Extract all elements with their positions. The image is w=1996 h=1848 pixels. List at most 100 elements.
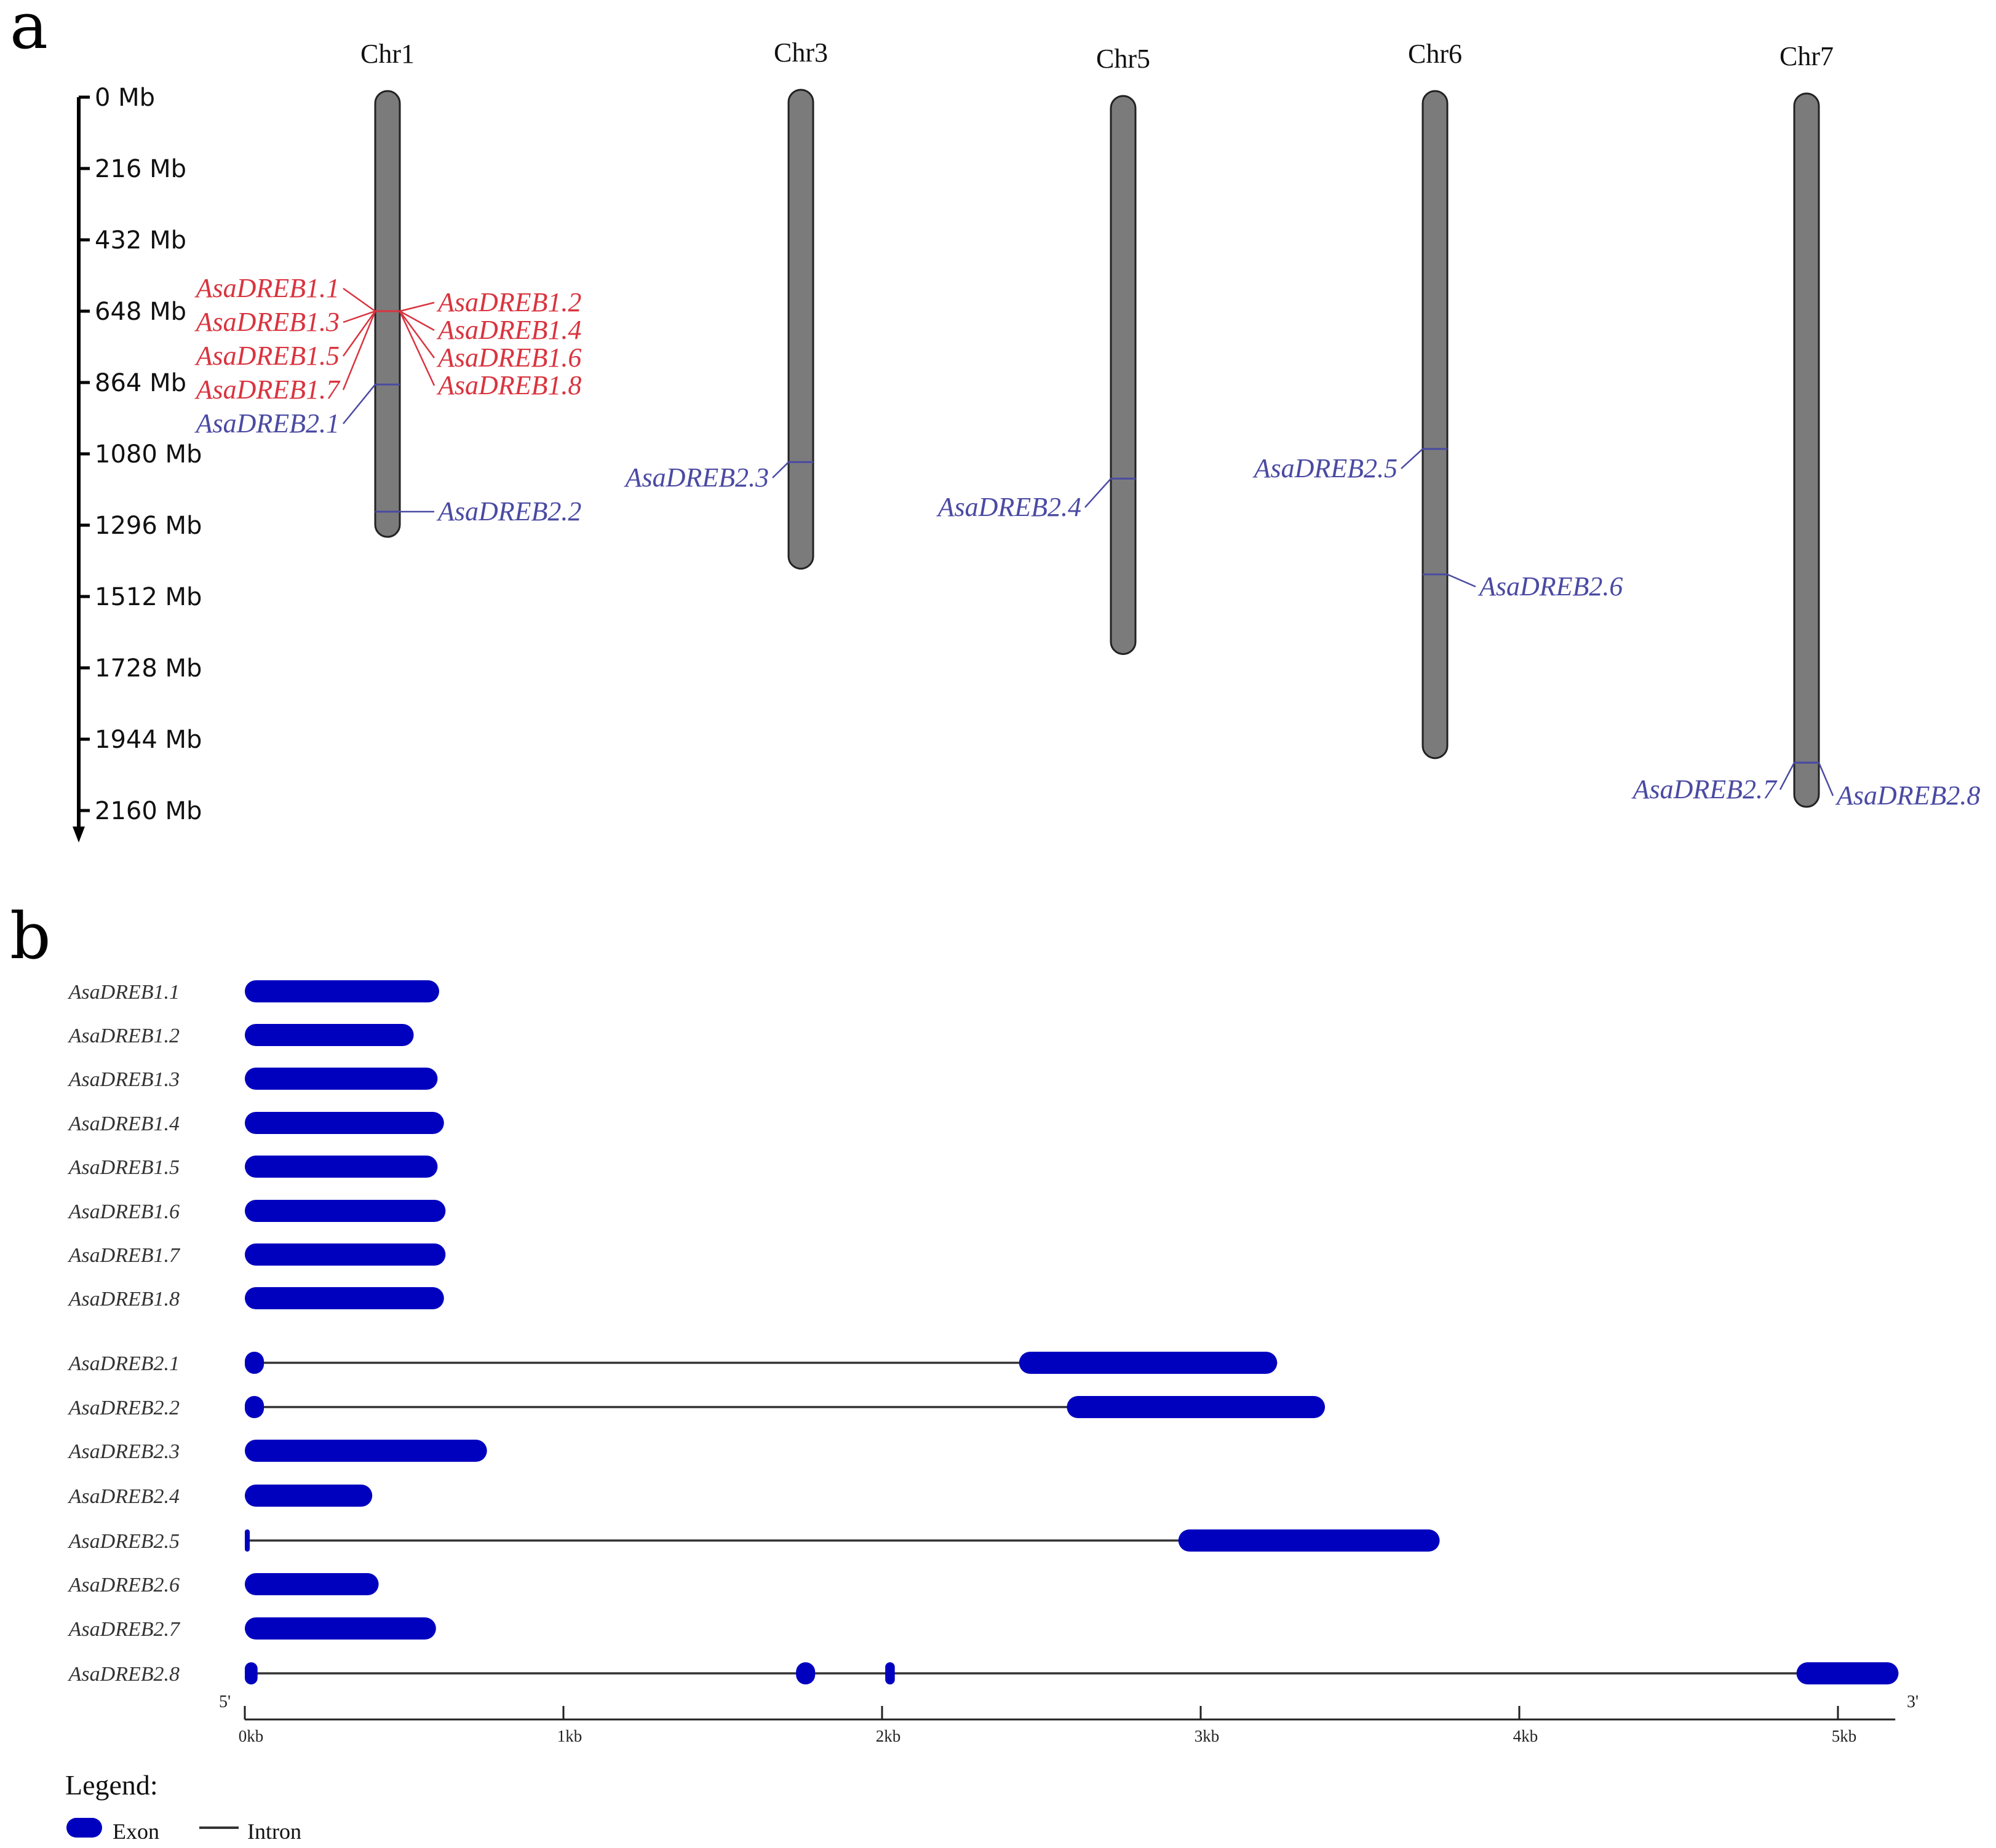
gene-label: AsaDREB2.8 bbox=[1835, 780, 1980, 811]
exon-block bbox=[245, 1662, 258, 1684]
exon-block bbox=[245, 1024, 414, 1046]
exon-block bbox=[1067, 1396, 1326, 1418]
gene-name-label: AsaDREB1.5 bbox=[68, 1156, 180, 1179]
exon-block bbox=[245, 1440, 487, 1462]
gene-structure-asadreb1-4: AsaDREB1.4 bbox=[68, 1112, 444, 1135]
gene-connector-line bbox=[399, 311, 435, 386]
gene-label: AsaDREB1.1 bbox=[194, 273, 340, 303]
gene-label: AsaDREB1.3 bbox=[194, 307, 340, 337]
gene-connector-line bbox=[399, 311, 435, 359]
scale-tick-label: 1728 Mb bbox=[95, 654, 202, 683]
exon-block bbox=[796, 1662, 816, 1684]
legend-exon-swatch bbox=[66, 1818, 102, 1838]
gene-connector-line bbox=[1084, 478, 1111, 508]
kb-axis-tick-label: 4kb bbox=[1513, 1727, 1538, 1745]
kb-axis-tick-label: 3kb bbox=[1195, 1727, 1220, 1745]
gene-structure-asadreb1-1: AsaDREB1.1 bbox=[68, 980, 439, 1004]
gene-marker-asadreb1-4: AsaDREB1.4 bbox=[375, 310, 581, 345]
kb-axis-tick-label: 2kb bbox=[876, 1727, 901, 1745]
gene-connector-line bbox=[343, 384, 376, 424]
scale-tick-label: 1944 Mb bbox=[95, 726, 202, 754]
gene-label: AsaDREB2.1 bbox=[194, 408, 340, 438]
gene-marker-asadreb2-2: AsaDREB2.2 bbox=[375, 496, 581, 526]
exon-block bbox=[245, 1396, 264, 1418]
kb-axis-tick-label: 1kb bbox=[557, 1727, 582, 1745]
gene-label: AsaDREB2.5 bbox=[1252, 453, 1398, 483]
exon-block bbox=[245, 980, 439, 1002]
chromosome-label: Chr5 bbox=[1096, 44, 1150, 74]
gene-structure-asadreb1-3: AsaDREB1.3 bbox=[68, 1068, 438, 1091]
gene-marker-asadreb1-3: AsaDREB1.3 bbox=[194, 307, 400, 337]
scale-tick-label: 864 Mb bbox=[95, 369, 186, 397]
five-prime-label: 5' bbox=[219, 1692, 231, 1711]
gene-name-label: AsaDREB2.4 bbox=[68, 1485, 180, 1508]
scale-tick-label: 216 Mb bbox=[95, 155, 186, 183]
gene-marker-asadreb2-4: AsaDREB2.4 bbox=[936, 477, 1135, 522]
chromosome-label: Chr7 bbox=[1779, 41, 1834, 71]
chromosome-body bbox=[374, 90, 401, 538]
scale-tick-label: 1512 Mb bbox=[95, 583, 202, 611]
gene-structure-rows: AsaDREB1.1 AsaDREB1.2 AsaDREB1.3 AsaDREB1.4… bbox=[68, 980, 1899, 1686]
gene-label: AsaDREB1.8 bbox=[436, 370, 581, 400]
scale-tick-label: 0 Mb bbox=[95, 84, 155, 112]
scale-tick-label: 432 Mb bbox=[95, 226, 186, 255]
exon-block bbox=[1796, 1662, 1899, 1684]
gene-name-label: AsaDREB2.5 bbox=[68, 1530, 180, 1553]
gene-structure-asadreb1-7: AsaDREB1.7 bbox=[68, 1243, 446, 1267]
gene-name-label: AsaDREB2.7 bbox=[68, 1618, 181, 1641]
chromosome-body bbox=[1793, 92, 1820, 808]
scale-bar: 0 Mb 216 Mb 432 Mb 648 Mb 864 Mb 1080 Mb 1296 … bbox=[73, 84, 202, 843]
gene-connector-line bbox=[399, 310, 435, 331]
gene-name-label: AsaDREB2.8 bbox=[68, 1663, 180, 1686]
exon-block bbox=[1019, 1352, 1278, 1374]
legend-exon-label: Exon bbox=[113, 1819, 159, 1844]
gene-marker-asadreb2-7: AsaDREB2.7 bbox=[1631, 761, 1819, 804]
exon-block bbox=[245, 1200, 446, 1222]
gene-connector-line bbox=[342, 311, 376, 357]
gene-marker-asadreb2-5: AsaDREB2.5 bbox=[1252, 448, 1447, 483]
gene-connector-line bbox=[343, 310, 376, 323]
gene-marker-asadreb2-3: AsaDREB2.3 bbox=[624, 461, 813, 493]
exon-block bbox=[245, 1485, 373, 1507]
scale-tick-label: 1080 Mb bbox=[95, 440, 202, 469]
gene-label: AsaDREB1.5 bbox=[194, 341, 340, 371]
gene-structure-asadreb2-2: AsaDREB2.2 bbox=[68, 1396, 1326, 1419]
gene-name-label: AsaDREB1.2 bbox=[68, 1025, 180, 1047]
gene-marker-asadreb2-6: AsaDREB2.6 bbox=[1423, 571, 1623, 601]
scale-tick-label: 1296 Mb bbox=[95, 512, 202, 540]
gene-name-label: AsaDREB1.1 bbox=[68, 981, 180, 1004]
gene-marker-asadreb1-6: AsaDREB1.6 bbox=[375, 310, 581, 373]
panel-b-label: b bbox=[10, 898, 51, 974]
exon-block bbox=[245, 1112, 444, 1134]
exon-block bbox=[245, 1352, 264, 1374]
gene-connector-line bbox=[1401, 448, 1423, 469]
gene-connector-line bbox=[342, 311, 376, 391]
exon-block bbox=[885, 1662, 895, 1684]
gene-label: AsaDREB2.4 bbox=[936, 492, 1081, 522]
gene-name-label: AsaDREB1.6 bbox=[68, 1200, 180, 1223]
legend-intron-label: Intron bbox=[247, 1819, 301, 1844]
scale-axis-arrow bbox=[73, 827, 85, 843]
exon-block bbox=[245, 1573, 379, 1595]
scale-tick-label: 648 Mb bbox=[95, 298, 186, 326]
exon-block bbox=[245, 1243, 446, 1266]
gene-structure-asadreb2-6: AsaDREB2.6 bbox=[68, 1573, 379, 1596]
gene-name-label: AsaDREB2.2 bbox=[68, 1397, 180, 1419]
chromosome-map-panel: 0 Mb 216 Mb 432 Mb 648 Mb 864 Mb 1080 Mb 1296 … bbox=[73, 38, 1980, 843]
kb-axis-tick-label: 5kb bbox=[1832, 1727, 1857, 1745]
gene-marker-asadreb1-2: AsaDREB1.2 bbox=[375, 287, 581, 317]
chromosome-body bbox=[1110, 95, 1137, 656]
gene-name-label: AsaDREB2.6 bbox=[68, 1574, 180, 1596]
gene-structure-panel: AsaDREB1.1 AsaDREB1.2 AsaDREB1.3 AsaDREB1.4… bbox=[65, 980, 1918, 1844]
exon-block bbox=[245, 1156, 438, 1178]
chromosome-chr3: Chr3 bbox=[774, 38, 828, 570]
exon-block bbox=[245, 1617, 436, 1640]
gene-connector-line bbox=[772, 461, 789, 478]
gene-label: AsaDREB2.2 bbox=[436, 496, 581, 526]
gene-structure-asadreb1-5: AsaDREB1.5 bbox=[68, 1156, 438, 1179]
gene-label: AsaDREB2.3 bbox=[624, 462, 769, 493]
gene-name-label: AsaDREB2.3 bbox=[68, 1440, 180, 1463]
exon-block bbox=[245, 1529, 250, 1552]
gene-name-label: AsaDREB1.8 bbox=[68, 1288, 180, 1311]
gene-connector-line bbox=[1818, 762, 1834, 796]
